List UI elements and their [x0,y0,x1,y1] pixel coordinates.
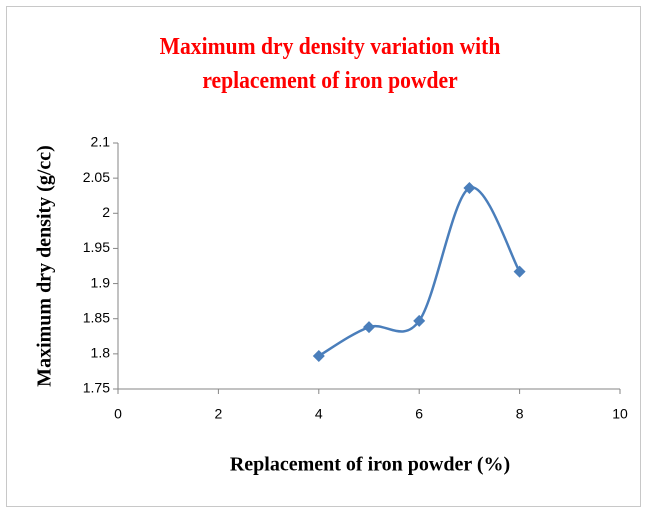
marker [312,349,325,362]
y-tick-label: 2 [102,204,110,220]
y-tick-label: 1.95 [83,239,110,255]
y-tick-label: 1.75 [83,380,110,396]
x-tick-label: 4 [315,406,323,422]
chart-title: Maximum dry density variation with repla… [159,34,501,94]
x-tick-label: 10 [612,406,628,422]
marker [363,321,375,334]
y-tick-label: 1.85 [83,309,110,325]
x-tick-label: 2 [215,406,223,422]
x-tick-label: 8 [516,406,524,422]
chart-frame [6,6,641,507]
marker [463,181,476,194]
y-axis-title: Maximum dry density (g/cc) [34,145,56,387]
y-tick-label: 1.8 [91,345,111,361]
y-tick-label: 2.05 [83,169,110,185]
series-line [318,186,521,358]
x-tick-label: 6 [415,406,423,422]
y-tick-label: 1.9 [91,274,111,290]
x-tick-label: 0 [114,406,122,422]
y-tick-label: 2.1 [91,134,111,150]
x-axis-title: Replacement of iron powder (%) [230,454,510,476]
marker [413,314,426,327]
marker [513,265,526,278]
